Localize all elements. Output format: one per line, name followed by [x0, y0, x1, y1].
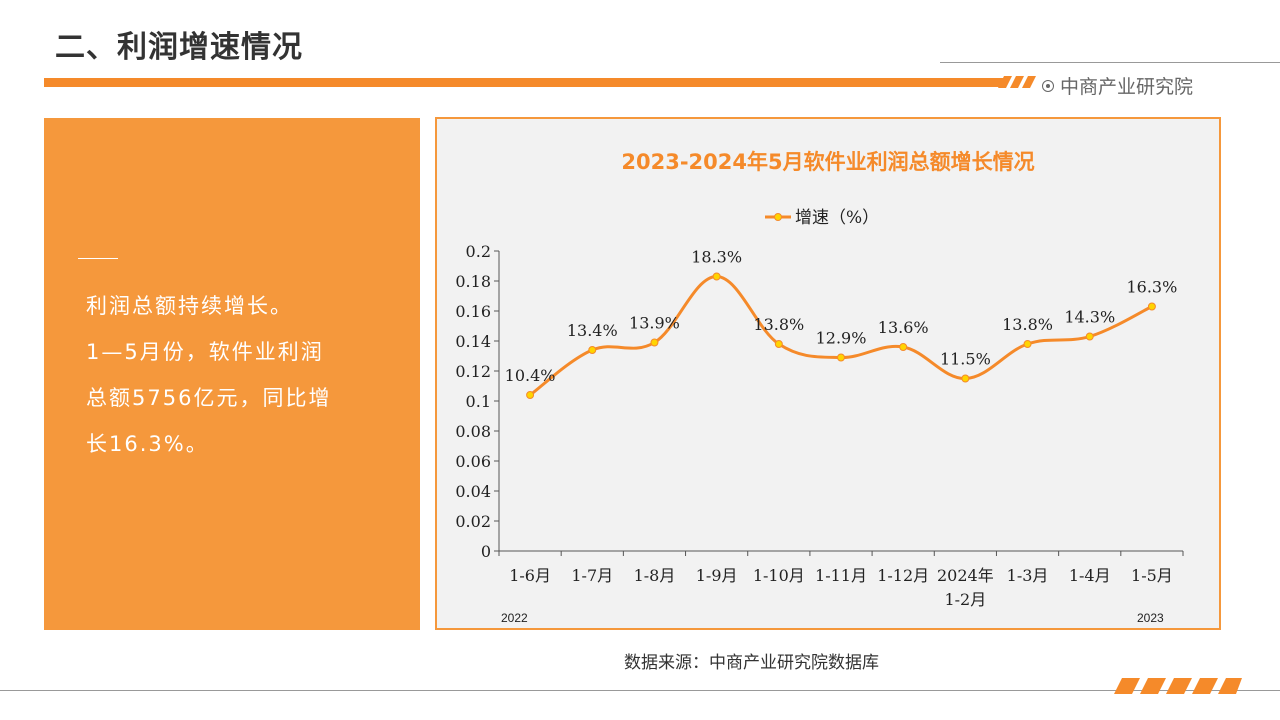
legend-marker: [774, 213, 782, 221]
y-tick-label: 0.12: [455, 362, 491, 381]
x-tick-label: 1-12月: [877, 566, 929, 585]
data-point: [712, 272, 721, 281]
data-point: [588, 346, 597, 354]
data-label: 11.5%: [940, 350, 991, 369]
data-point: [1147, 302, 1156, 311]
data-label: 13.8%: [1002, 315, 1053, 334]
title-underline-bar: [44, 78, 1004, 87]
brand: 中商产业研究院: [1042, 72, 1193, 99]
x-tick-label: 1-9月: [696, 566, 738, 585]
data-point: [961, 374, 970, 383]
y-tick-label: 0.2: [466, 242, 491, 261]
chart-title: 2023-2024年5月软件业利润总额增长情况: [621, 150, 1034, 174]
x-tick-label: 1-10月: [753, 566, 805, 585]
data-label: 12.9%: [816, 329, 867, 348]
y-tick-label: 0.02: [455, 512, 491, 531]
legend-label: 增速（%）: [795, 208, 879, 228]
summary-line: 利润总额持续增长。: [86, 294, 293, 318]
summary-line: 长16.3%。: [86, 432, 209, 456]
footer-stripes-icon: [1114, 678, 1242, 694]
year-label-2022: 2022: [501, 611, 528, 625]
data-label: 14.3%: [1064, 308, 1115, 327]
summary-line: 总额5756亿元，同比增: [86, 386, 332, 410]
y-tick-label: 0.18: [455, 272, 491, 291]
data-label: 18.3%: [691, 248, 742, 267]
x-tick-label: 1-11月: [815, 566, 867, 585]
data-point: [650, 338, 659, 347]
stripes-icon: [998, 76, 1036, 88]
data-point: [1023, 340, 1032, 348]
target-icon: [1042, 79, 1054, 92]
summary-line: 1—5月份，软件业利润: [86, 340, 324, 364]
brand-name: 中商产业研究院: [1060, 76, 1194, 98]
x-tick-label: 1-4月: [1069, 566, 1111, 585]
data-point: [1085, 332, 1094, 341]
title-thin-line: [940, 62, 1280, 63]
page-title: 二、利润增速情况: [55, 30, 303, 65]
panel-divider: [78, 258, 118, 259]
data-label: 13.4%: [567, 321, 618, 340]
data-point: [837, 353, 845, 362]
data-point: [774, 340, 783, 348]
data-label: 10.4%: [505, 366, 556, 385]
data-source: 数据来源：中商产业研究院数据库: [624, 653, 879, 673]
y-tick-label: 0.08: [455, 422, 491, 441]
y-tick-label: 0: [481, 542, 491, 561]
y-tick-label: 0.16: [455, 302, 491, 321]
summary-text: 利润总额持续增长。 1—5月份，软件业利润 总额5756亿元，同比增 长16.3…: [86, 283, 406, 467]
footer-line: [0, 690, 1280, 691]
x-tick-label: 1-8月: [634, 566, 676, 585]
y-tick-label: 0.14: [455, 332, 491, 351]
series-line: [529, 274, 1153, 397]
data-point: [899, 343, 908, 351]
data-label: 13.8%: [753, 315, 804, 334]
y-tick-label: 0.04: [455, 482, 491, 501]
x-tick-label: 1-3月: [1007, 566, 1049, 585]
y-tick-label: 0.06: [455, 452, 491, 471]
data-label: 16.3%: [1126, 278, 1177, 297]
x-tick-label: 1-5月: [1131, 566, 1173, 585]
x-tick-label: 2024年: [937, 566, 994, 585]
data-label: 13.9%: [629, 314, 680, 333]
y-tick-label: 0.1: [466, 392, 491, 411]
x-tick-label: 1-6月: [509, 566, 551, 585]
data-label: 13.6%: [878, 318, 929, 337]
data-point: [526, 391, 535, 399]
x-tick-label: 1-2月: [944, 590, 986, 609]
x-tick-label: 1-7月: [571, 566, 613, 585]
chart-container: 2023-2024年5月软件业利润总额增长情况增速（%） 0 0.02 0.04 0.0…: [435, 117, 1221, 630]
year-label-2023: 2023: [1137, 611, 1164, 625]
summary-panel: 利润总额持续增长。 1—5月份，软件业利润 总额5756亿元，同比增 长16.3…: [44, 118, 420, 630]
